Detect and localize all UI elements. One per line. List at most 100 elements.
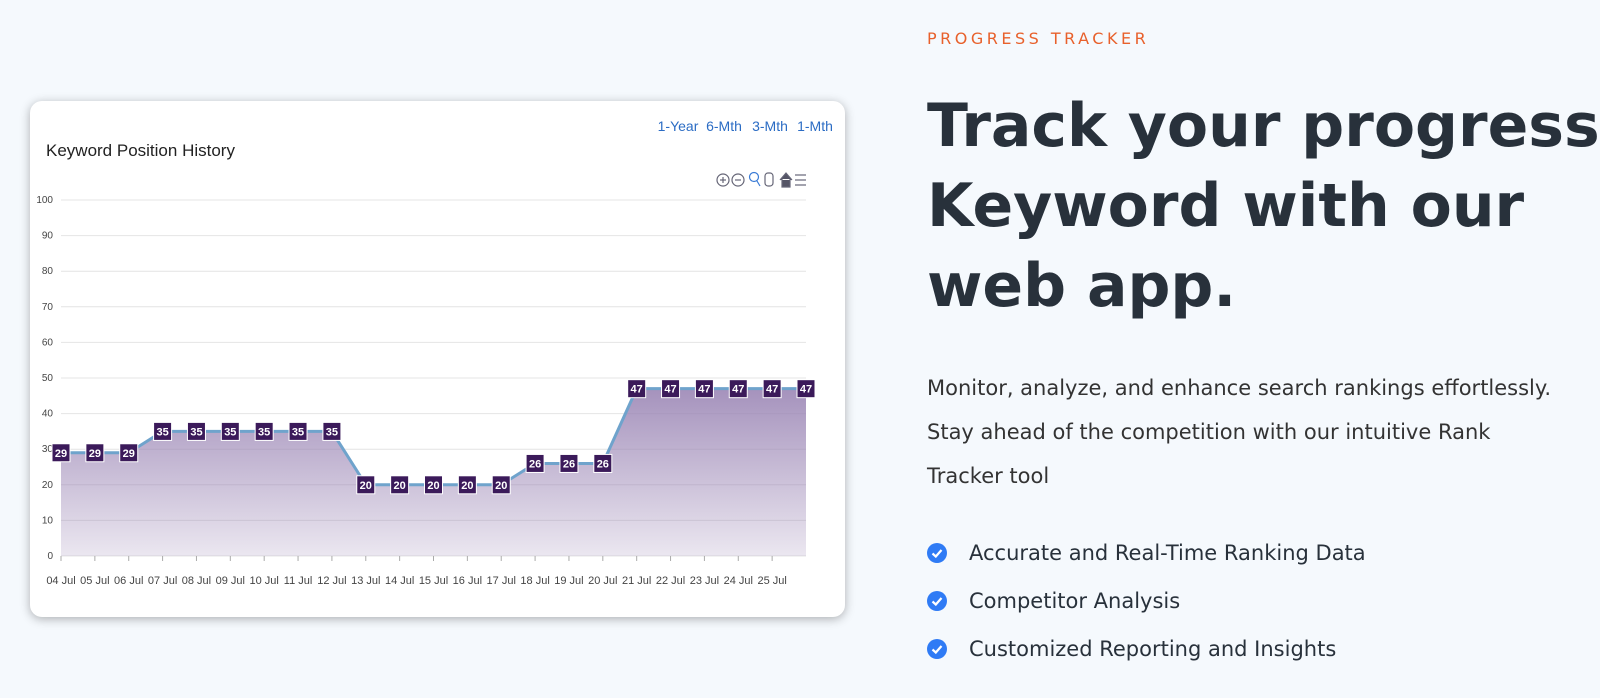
marker (186, 421, 206, 441)
marker (153, 421, 173, 441)
marker (559, 453, 579, 473)
data-label: 29 (123, 448, 135, 460)
marker (762, 379, 782, 399)
heading-line: Track your progress (927, 91, 1600, 161)
marker (491, 475, 511, 495)
y-tick-label: 60 (42, 337, 54, 348)
x-tick-label: 13 Jul (351, 575, 380, 587)
x-tick-label: 16 Jul (453, 575, 482, 587)
marker (661, 379, 681, 399)
range-button[interactable]: 6-Mth (706, 118, 742, 134)
data-label: 20 (394, 480, 406, 492)
data-label: 20 (495, 480, 507, 492)
check-icon (927, 639, 947, 659)
x-tick-label: 22 Jul (656, 575, 685, 587)
y-tick-label: 0 (47, 551, 53, 562)
chart-toolbar (716, 171, 806, 188)
x-tick-label: 11 Jul (284, 575, 313, 587)
y-tick-label: 40 (42, 409, 54, 420)
marker (85, 443, 105, 463)
chart: Keyword Position History 1-Year 6-Mth 3-Mt… (36, 118, 833, 587)
x-tick-label: 12 Jul (317, 575, 346, 587)
check-icon (927, 543, 947, 563)
range-button[interactable]: 1-Year (658, 118, 699, 134)
marker (51, 443, 71, 463)
eyebrow: PROGRESS TRACKER (927, 29, 1150, 48)
x-tick-label: 23 Jul (690, 575, 719, 587)
marker (457, 475, 477, 495)
marker (728, 379, 748, 399)
y-tick-label: 50 (42, 373, 54, 384)
range-button[interactable]: 3-Mth (752, 118, 788, 134)
data-label: 35 (258, 426, 270, 438)
x-tick-label: 04 Jul (46, 575, 75, 587)
range-button[interactable]: 1-Mth (797, 118, 833, 134)
data-label: 29 (89, 448, 101, 460)
y-tick-label: 80 (42, 266, 54, 277)
x-tick-label: 05 Jul (80, 575, 109, 587)
marker (322, 421, 342, 441)
x-tick-label: 14 Jul (385, 575, 414, 587)
y-tick-label: 10 (42, 515, 54, 526)
feature: Customized Reporting and Insights (927, 637, 1336, 661)
data-label: 35 (156, 426, 168, 438)
check-icon (927, 591, 947, 611)
marker (593, 453, 613, 473)
x-tick-label: 20 Jul (588, 575, 617, 587)
x-tick-label: 09 Jul (216, 575, 245, 587)
data-label: 20 (360, 480, 372, 492)
marker (254, 421, 274, 441)
data-label: 47 (766, 384, 778, 396)
heading-line: Keyword with our (927, 171, 1525, 241)
x-tick-label: 15 Jul (419, 575, 448, 587)
y-tick-label: 30 (42, 444, 54, 455)
chart-title: Keyword Position History (46, 141, 235, 160)
feature-text: Accurate and Real-Time Ranking Data (969, 541, 1366, 565)
data-label: 47 (631, 384, 643, 396)
feature: Competitor Analysis (927, 589, 1180, 613)
x-tick-label: 07 Jul (148, 575, 177, 587)
data-label: 20 (427, 480, 439, 492)
data-label: 35 (190, 426, 202, 438)
data-label: 35 (224, 426, 236, 438)
data-label: 47 (698, 384, 710, 396)
description: Monitor, analyze, and enhance search ran… (927, 376, 1552, 488)
feature-text: Competitor Analysis (969, 589, 1181, 613)
data-label: 20 (461, 480, 473, 492)
marker (424, 475, 443, 495)
marker (627, 379, 647, 399)
data-label: 26 (597, 458, 609, 470)
area (61, 388, 806, 556)
marker (694, 379, 714, 399)
data-label: 47 (732, 384, 744, 396)
data-label: 29 (55, 448, 67, 460)
x-tick-label: 25 Jul (757, 575, 786, 587)
marker (356, 475, 376, 495)
marker (390, 475, 410, 495)
marker (288, 421, 308, 441)
x-tick-label: 17 Jul (487, 575, 516, 587)
feature-text: Customized Reporting and Insights (969, 637, 1337, 661)
marker (525, 453, 545, 473)
marker (119, 443, 139, 463)
x-tick-label: 06 Jul (114, 575, 143, 587)
marker (220, 421, 240, 441)
data-label: 35 (326, 426, 338, 438)
data-label: 47 (800, 384, 812, 396)
x-tick-label: 24 Jul (724, 575, 753, 587)
data-label: 35 (292, 426, 304, 438)
data-label: 26 (529, 458, 541, 470)
feature: Accurate and Real-Time Ranking Data (927, 541, 1366, 565)
x-tick-label: 08 Jul (182, 575, 211, 587)
data-label: 47 (664, 384, 676, 396)
x-tick-label: 10 Jul (250, 575, 279, 587)
x-tick-label: 19 Jul (554, 575, 583, 587)
y-tick-label: 90 (42, 231, 54, 242)
marker (796, 379, 816, 399)
heading: Track your progress Keyword with our web… (927, 86, 1600, 326)
x-tick-label: 18 Jul (520, 575, 549, 587)
data-label: 26 (563, 458, 575, 470)
y-tick-label: 20 (42, 480, 54, 491)
x-tick-label: 21 Jul (622, 575, 651, 587)
